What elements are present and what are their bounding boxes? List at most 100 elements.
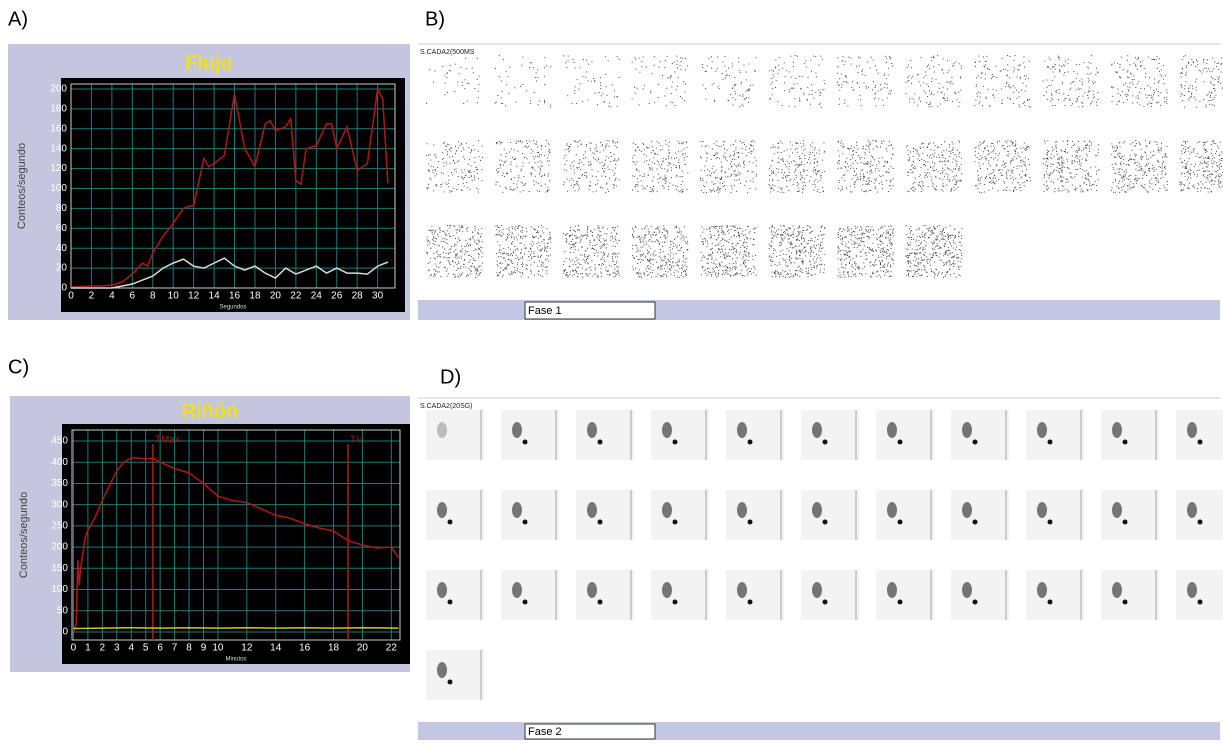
noise-dot: [468, 171, 469, 172]
noise-dot: [680, 190, 681, 191]
noise-dot: [1181, 85, 1182, 86]
noise-dot: [637, 178, 638, 179]
noise-dot: [634, 176, 635, 177]
noise-dot: [800, 172, 801, 173]
noise-dot: [934, 156, 935, 157]
noise-dot: [753, 171, 754, 172]
noise-dot: [662, 260, 663, 261]
noise-dot: [668, 260, 669, 261]
noise-dot: [615, 164, 616, 165]
noise-dot: [1181, 153, 1182, 154]
noise-dot: [1077, 156, 1078, 157]
noise-dot: [1061, 66, 1062, 67]
noise-dot: [845, 167, 846, 168]
noise-dot: [466, 276, 467, 277]
noise-dot: [959, 156, 960, 157]
noise-dot: [596, 144, 597, 145]
noise-dot: [646, 67, 647, 68]
noise-dot: [446, 77, 447, 78]
noise-dot: [883, 105, 884, 106]
noise-dot: [950, 191, 951, 192]
noise-dot: [1220, 173, 1221, 174]
noise-dot: [546, 255, 547, 256]
noise-dot: [984, 191, 985, 192]
noise-dot: [433, 190, 434, 191]
noise-dot: [1029, 106, 1030, 107]
noise-dot: [728, 169, 729, 170]
noise-dot: [653, 190, 654, 191]
noise-dot: [1054, 76, 1055, 77]
noise-dot: [852, 157, 853, 158]
noise-dot: [996, 77, 997, 78]
noise-dot: [1142, 157, 1143, 158]
noise-dot: [1148, 163, 1149, 164]
noise-dot: [644, 235, 645, 236]
noise-dot: [789, 71, 790, 72]
x-axis-label: Segundos: [219, 305, 246, 311]
noise-dot: [1017, 76, 1018, 77]
noise-dot: [1154, 78, 1155, 79]
noise-dot: [930, 167, 931, 168]
noise-dot: [1068, 59, 1069, 60]
noise-dot: [734, 154, 735, 155]
noise-dot: [875, 87, 876, 88]
noise-dot: [616, 161, 617, 162]
noise-dot: [707, 175, 708, 176]
noise-dot: [501, 235, 502, 236]
noise-dot: [1135, 178, 1136, 179]
noise-dot: [1137, 83, 1138, 84]
noise-dot: [1015, 144, 1016, 145]
noise-dot: [506, 188, 507, 189]
noise-dot: [636, 251, 637, 252]
noise-dot: [1008, 153, 1009, 154]
noise-dot: [672, 63, 673, 64]
noise-dot: [738, 57, 739, 58]
noise-dot: [724, 148, 725, 149]
noise-dot: [1006, 83, 1007, 84]
noise-dot: [1112, 164, 1113, 165]
noise-dot: [995, 178, 996, 179]
noise-dot: [566, 170, 567, 171]
noise-dot: [680, 69, 681, 70]
noise-dot: [1122, 178, 1123, 179]
noise-dot: [640, 254, 641, 255]
noise-dot: [1120, 164, 1121, 165]
noise-dot: [508, 264, 509, 265]
noise-dot: [602, 168, 603, 169]
noise-dot: [459, 73, 460, 74]
noise-dot: [952, 149, 953, 150]
noise-dot: [497, 181, 498, 182]
noise-dot: [530, 244, 531, 245]
noise-dot: [1064, 189, 1065, 190]
noise-dot: [1219, 155, 1220, 156]
noise-dot: [541, 176, 542, 177]
noise-dot: [640, 256, 641, 257]
noise-dot: [447, 144, 448, 145]
noise-dot: [513, 271, 514, 272]
noise-dot: [1182, 59, 1183, 60]
noise-dot: [540, 170, 541, 171]
noise-dot: [839, 155, 840, 156]
noise-dot: [1004, 164, 1005, 165]
noise-dot: [614, 180, 615, 181]
noise-dot: [1065, 105, 1066, 106]
noise-dot: [615, 273, 616, 274]
noise-dot: [843, 56, 844, 57]
noise-dot: [516, 166, 517, 167]
noise-dot: [536, 144, 537, 145]
noise-dot: [840, 190, 841, 191]
noise-dot: [1119, 100, 1120, 101]
noise-dot: [501, 98, 502, 99]
noise-dot: [860, 179, 861, 180]
noise-dot: [1127, 60, 1128, 61]
noise-dot: [817, 165, 818, 166]
noise-dot: [657, 154, 658, 155]
noise-dot: [529, 141, 530, 142]
noise-dot: [1043, 158, 1044, 159]
noise-dot: [777, 152, 778, 153]
noise-dot: [510, 189, 511, 190]
noise-dot: [1128, 90, 1129, 91]
noise-dot: [597, 228, 598, 229]
noise-dot: [942, 161, 943, 162]
noise-dot: [1077, 158, 1078, 159]
